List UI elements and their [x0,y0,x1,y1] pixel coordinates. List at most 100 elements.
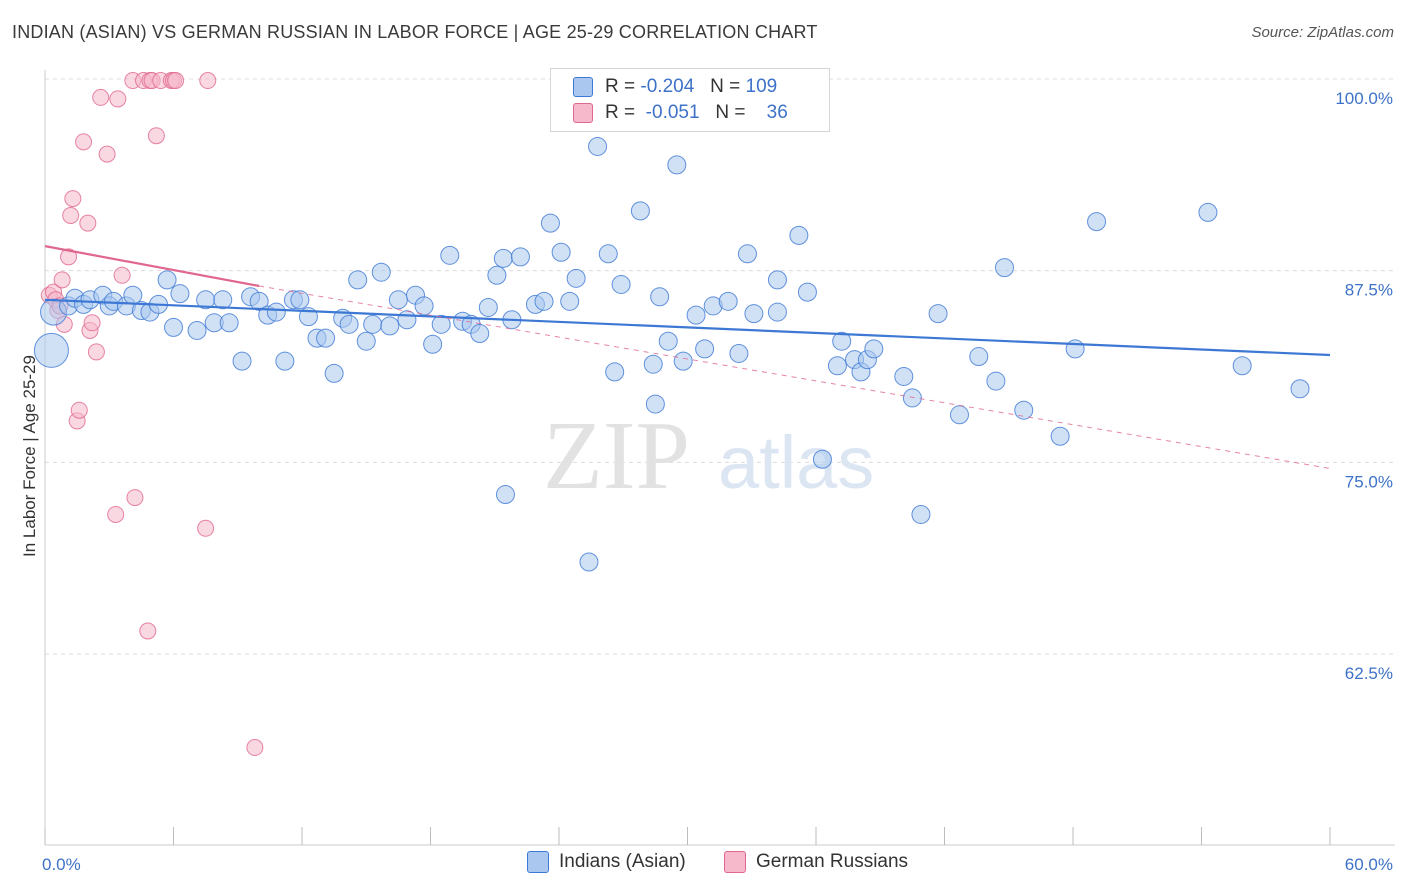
data-point-indians [645,394,665,414]
data-point-german-russians [70,401,88,419]
legend-n-value: 109 [745,76,778,97]
data-point-german-russians [79,214,97,232]
legend-row-indians: R = -0.204 N = 109 [573,74,777,100]
data-point-german-russians [107,505,125,523]
watermark-zip: ZIP [543,402,690,510]
trend-lines [44,245,1331,469]
data-point-indians [630,201,650,221]
data-point-indians [339,314,359,334]
data-point-indians [767,270,787,290]
data-point-german-russians [98,145,116,163]
data-point-indians [832,331,852,351]
x-tick-label: 0.0% [42,855,81,874]
data-point-german-russians [147,127,165,145]
data-point-indians [1087,212,1107,232]
data-point-indians [643,354,663,374]
data-point-indians [290,290,310,310]
legend-r-value: -0.204 [640,76,695,97]
source-label: Source: ZipAtlas.com [1251,24,1394,41]
data-point-german-russians [75,133,93,151]
legend-n-label: N = [710,76,741,97]
data-point-indians [388,290,408,310]
data-point-indians [157,270,177,290]
data-point-german-russians [53,271,71,289]
data-point-indians [363,314,383,334]
data-point-indians [1014,400,1034,420]
data-point-indians [534,291,554,311]
data-point-indians [478,297,498,317]
data-point-indians [551,242,571,262]
data-point-indians [1065,339,1085,359]
legend-n-label: N = [715,102,746,123]
data-point-indians [994,258,1014,278]
y-tick-label: 62.5% [1345,664,1393,683]
data-point-indians [249,291,269,311]
bottom-legend-label: German Russians [756,851,909,872]
bottom-legend-indians: Indians (Asian) [527,851,686,873]
data-point-indians [767,302,787,322]
data-point-indians [598,244,618,264]
data-point-indians [650,287,670,307]
data-point-indians [673,351,693,371]
x-tick-label: 60.0% [1345,855,1393,874]
data-point-german-russians [199,72,217,90]
series-german-russians [40,72,264,757]
data-point-indians [487,265,507,285]
y-tick-label: 100.0% [1335,89,1393,108]
data-point-indians [495,485,515,505]
data-point-indians [729,343,749,363]
data-point-indians [371,262,391,282]
trend-extension-german-russians [259,285,1331,469]
data-point-indians [219,313,239,333]
data-point-indians [440,245,460,265]
data-point-indians [380,316,400,336]
data-point-indians [324,363,344,383]
data-point-indians [510,247,530,267]
legend-n-value: 36 [766,102,788,123]
data-point-indians [414,296,434,316]
data-point-indians [266,302,286,322]
data-point-indians [170,284,190,304]
data-point-indians [789,225,809,245]
y-tick-label: 75.0% [1345,472,1393,491]
data-point-indians [470,324,490,344]
data-point-indians [812,449,832,469]
data-point-indians [213,290,233,310]
bottom-legend-label: Indians (Asian) [559,851,686,872]
data-point-indians [611,274,631,294]
bottom-legend-german-russians: German Russians [724,851,908,873]
legend-row-german-russians: R = -0.051 N = 36 [573,100,788,126]
data-point-german-russians [109,90,127,108]
data-point-indians [911,504,931,524]
data-point-indians [949,405,969,425]
data-point-indians [827,356,847,376]
data-point-indians [658,331,678,351]
data-point-indians [493,248,513,268]
data-point-german-russians [92,88,110,106]
data-point-indians [928,304,948,324]
trend-line-indians [44,298,1331,357]
data-point-indians [431,314,451,334]
legend-r-label: R = [605,102,636,123]
watermark: ZIP atlas [543,402,874,510]
data-point-indians [605,362,625,382]
axes [44,70,1395,846]
data-point-german-russians [246,739,264,757]
chart-title: INDIAN (ASIAN) VS GERMAN RUSSIAN IN LABO… [12,22,818,42]
legend-swatch-german-russians [573,103,593,123]
data-point-indians [744,304,764,324]
data-point-indians [579,552,599,572]
data-point-german-russians [139,622,157,640]
data-point-indians [1290,379,1310,399]
data-point-indians [187,320,207,340]
data-point-german-russians [87,343,105,361]
bottom-legend-swatch [527,851,549,873]
data-point-indians [1198,202,1218,222]
data-point-indians [356,331,376,351]
data-point-indians [33,332,69,368]
trend-line-german-russians [44,245,260,288]
watermark-atlas: atlas [718,421,874,504]
data-point-german-russians [64,190,82,208]
data-point-german-russians [197,519,215,537]
